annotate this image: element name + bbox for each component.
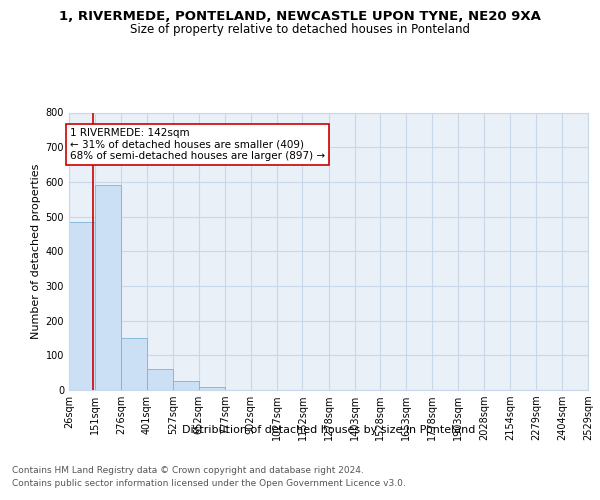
Text: Distribution of detached houses by size in Ponteland: Distribution of detached houses by size …: [182, 425, 475, 435]
Bar: [199, 387, 225, 390]
Text: Size of property relative to detached houses in Ponteland: Size of property relative to detached ho…: [130, 22, 470, 36]
Bar: [173, 382, 199, 390]
Bar: [69, 222, 95, 390]
Text: Contains HM Land Registry data © Crown copyright and database right 2024.: Contains HM Land Registry data © Crown c…: [12, 466, 364, 475]
Bar: [121, 338, 147, 390]
Text: Contains public sector information licensed under the Open Government Licence v3: Contains public sector information licen…: [12, 479, 406, 488]
Text: 1 RIVERMEDE: 142sqm
← 31% of detached houses are smaller (409)
68% of semi-detac: 1 RIVERMEDE: 142sqm ← 31% of detached ho…: [70, 128, 325, 162]
Y-axis label: Number of detached properties: Number of detached properties: [31, 164, 41, 339]
Bar: [95, 185, 121, 390]
Text: 1, RIVERMEDE, PONTELAND, NEWCASTLE UPON TYNE, NE20 9XA: 1, RIVERMEDE, PONTELAND, NEWCASTLE UPON …: [59, 10, 541, 23]
Bar: [147, 369, 173, 390]
